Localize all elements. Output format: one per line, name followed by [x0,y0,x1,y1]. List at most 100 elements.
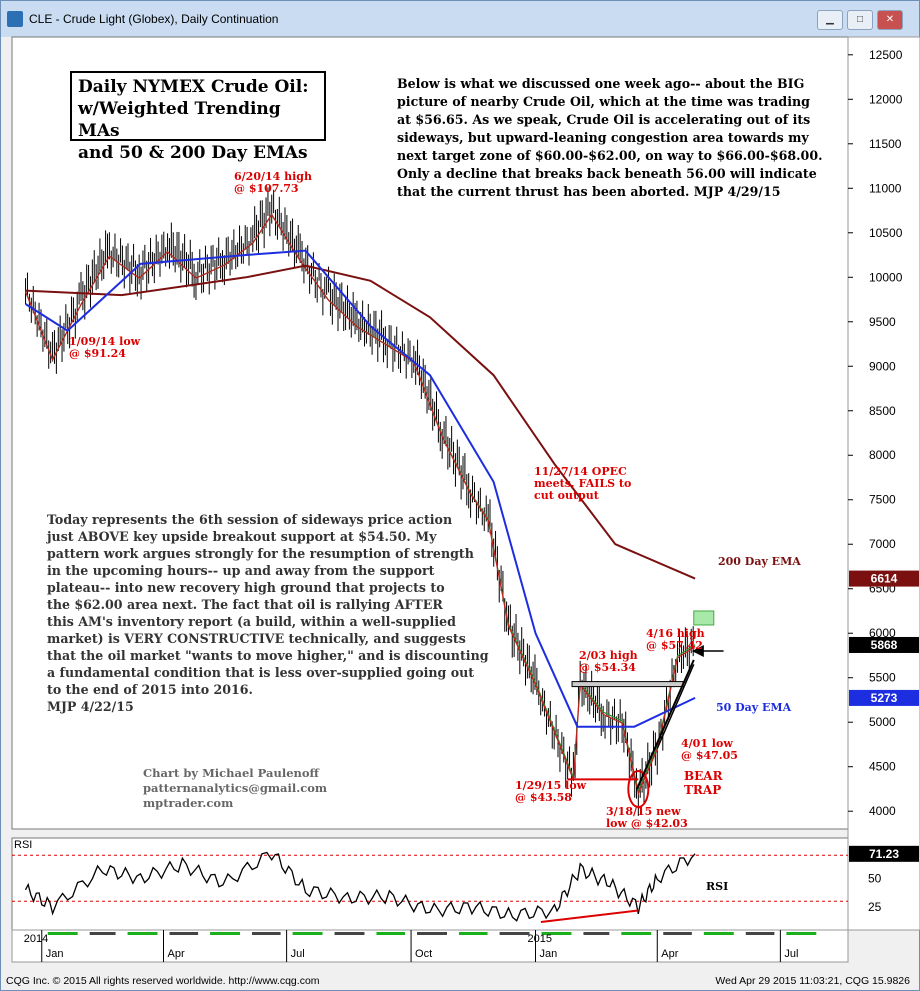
label-low-mar-0: 3/18/15 new [606,805,681,818]
y-tick-label: 12500 [869,48,903,62]
label-low-mar-1: low @ $42.03 [606,817,688,830]
x-tick-label: Apr [661,948,678,960]
status-copyright: CQG Inc. © 2015 All rights reserved worl… [6,975,320,987]
status-timestamp: Wed Apr 29 2015 11:03:21, CQG 15.9826 [715,975,910,987]
month-strip [583,932,610,935]
note-top: Below is what we discussed one week ago-… [397,76,823,199]
y-tick-label: 7000 [869,537,896,551]
label-ema200: 200 Day EMA [718,555,801,568]
x-tick-label: Jan [46,948,64,960]
month-strip [663,932,692,935]
month-strip [169,932,199,935]
x-tick-label: Jul [784,948,798,960]
y-tick-label: 5500 [869,671,896,685]
month-strip [458,932,488,935]
y-tick-label: 8500 [869,404,896,418]
y-tick-label: 11500 [869,137,902,151]
title-line-3: and 50 & 200 Day EMAs [78,143,308,163]
ema200-price-tag: 6614 [871,572,898,586]
month-strip [89,932,116,935]
label-bear-trap-1: TRAP [684,783,721,797]
month-strip [499,932,530,935]
month-strip [292,932,323,935]
y-tick-label: 4000 [869,804,896,818]
y-tick-label: 10500 [869,226,903,240]
ema50-price-tag-bg [849,689,919,706]
y-tick-label: 5000 [869,715,896,729]
y-tick-label: 9000 [869,359,896,373]
year-label-2015: 2015 [528,933,552,945]
y-tick-label: 7500 [869,493,896,507]
ema200-line [25,264,696,580]
window-title: CLE - Crude Light (Globex), Daily Contin… [29,12,279,26]
rsi-annot-label: RSI [706,880,728,893]
label-low-jan-0: 1/29/15 low [515,779,587,792]
y-tick-label: 11000 [869,181,902,195]
ema50-line [24,249,696,728]
y-tick-label: 8000 [869,448,896,462]
status-bar: CQG Inc. © 2015 All rights reserved worl… [0,973,918,989]
rsi-panel [11,837,849,931]
y-tick-label: 10000 [869,270,903,284]
ema50-price-tag: 5273 [871,691,898,705]
month-strip [786,932,817,935]
rsi-tick-label: 25 [868,900,882,914]
rsi-panel-title: RSI [14,839,32,851]
y-tick-label: 6000 [869,626,896,640]
month-strip [417,932,447,935]
month-strip [127,932,158,935]
target-zone-box [693,610,715,626]
label-high-feb-1: @ $54.34 [579,661,636,674]
month-strip [334,932,365,935]
label-opec-0: 11/27/14 OPEC [534,465,627,478]
x-tick-label: Apr [168,948,185,960]
y-tick-label: 4500 [869,760,896,774]
label-low-apr-0: 4/01 low [681,737,733,750]
month-strip [541,932,572,935]
bear-trap-circle [627,769,650,808]
label-high-2014-1: @ $107.73 [234,182,299,195]
title-bar: CLE - Crude Light (Globex), Daily Contin… [1,1,919,37]
app-icon [7,11,23,27]
rsi-divergence-line [540,909,639,923]
month-strip [621,932,652,935]
label-high-apr-1: @ $57.42 [646,639,703,652]
chart-title-box: Daily NYMEX Crude Oil: w/Weighted Trendi… [70,71,326,163]
label-high-feb-0: 2/03 high [579,649,638,662]
month-strip [703,932,734,935]
x-tick-label: Jul [291,948,305,960]
rsi-value-tag-bg [849,845,919,862]
month-strip [376,932,406,935]
y-tick-label: 12000 [869,92,903,106]
month-strip [47,932,78,935]
chart-credit: Chart by Michael Paulenoff patternanalyt… [143,766,328,810]
y-tick-label: 9500 [869,315,896,329]
trendline-up-2 [656,664,695,749]
close-button[interactable]: ✕ [877,10,903,30]
rsi-line [24,851,696,922]
label-bear-trap-0: BEAR [684,769,724,783]
label-low-apr-1: @ $47.05 [681,749,738,762]
maximize-button[interactable]: □ [847,10,873,30]
rsi-value-tag: 71.23 [869,847,899,861]
month-strip [210,932,241,935]
note-left: Today represents the 6th session of side… [47,512,489,714]
label-opec-1: meets, FAILS to [534,477,631,490]
label-low-2014-1: @ $91.24 [69,347,126,360]
year-label-2014: 2014 [24,933,48,945]
rsi-tick-label: 50 [868,871,882,885]
label-opec-2: cut output [534,489,600,502]
last-price-tag-bg [849,636,919,653]
month-strip [252,932,281,935]
label-high-2014-0: 6/20/14 high [234,170,312,183]
title-line-1: Daily NYMEX Crude Oil: [78,77,309,97]
label-low-2014-0: 1/09/14 low [69,335,141,348]
month-strip [745,932,775,935]
x-axis-band [11,929,849,963]
x-tick-label: Jan [540,948,558,960]
minimize-button[interactable]: ▁ [817,10,843,30]
label-ema50: 50 Day EMA [716,701,792,714]
ema200-price-tag-bg [849,570,919,587]
support-plateau [571,681,684,688]
